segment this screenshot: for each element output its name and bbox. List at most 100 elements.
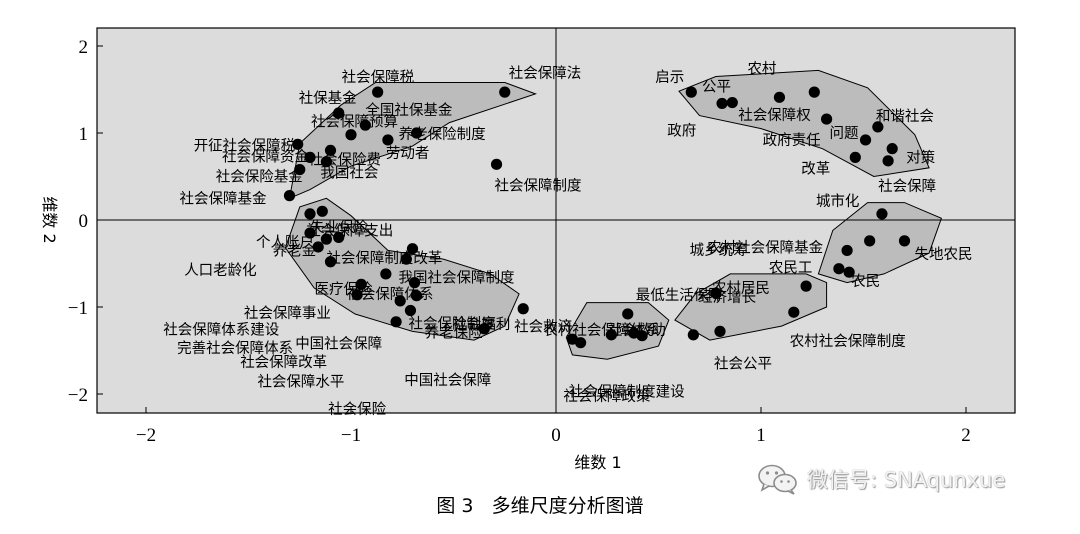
- data-point: [382, 134, 394, 146]
- point-label: 社会保障改革: [240, 353, 327, 371]
- data-point: [408, 277, 421, 289]
- y-tick-label: −2: [68, 385, 88, 406]
- point-label: 社会保障基金: [180, 190, 267, 208]
- data-point: [333, 231, 345, 243]
- point-label: 最低生活保障: [636, 286, 723, 304]
- data-point: [636, 330, 648, 342]
- axes: −2 −1 0 1 2 2 1 0 −1 −2: [68, 28, 1015, 446]
- x-tick-label: 1: [756, 425, 766, 446]
- point-label: 农村社会保障基金: [707, 238, 823, 256]
- data-point: [304, 151, 316, 163]
- data-point: [859, 134, 872, 146]
- data-point: [886, 143, 898, 155]
- data-point: [714, 325, 726, 337]
- point-label: 启示: [655, 69, 684, 86]
- point-label: 城乡统筹: [690, 242, 748, 259]
- point-label: 失业保险: [310, 219, 368, 236]
- point-label: 社会公平: [714, 355, 772, 372]
- point-label: 失地农民: [915, 246, 973, 263]
- point-label: 经济增长: [698, 289, 756, 306]
- y-tick-label: 2: [79, 37, 89, 58]
- point-label: 完善社会保障体系: [177, 339, 293, 357]
- data-point: [380, 268, 392, 280]
- point-label: 社保基金: [299, 90, 357, 107]
- point-label: 个人账户: [256, 234, 314, 251]
- point-label: 问题: [830, 125, 859, 142]
- figure-number: 图 3: [436, 495, 474, 517]
- data-point: [333, 107, 345, 119]
- point-label: 政府: [667, 123, 696, 140]
- data-point: [359, 119, 371, 131]
- point-label: 我国社会: [320, 165, 378, 182]
- data-point: [345, 129, 357, 141]
- x-tick-label: −2: [136, 425, 156, 446]
- point-label: 养老金: [273, 242, 317, 259]
- data-point: [316, 205, 328, 217]
- figure-title: 多维尺度分析图谱: [491, 495, 644, 517]
- data-point: [304, 227, 316, 239]
- x-tick-label: −1: [341, 425, 361, 446]
- data-point: [400, 253, 412, 265]
- point-label: 社会保障资金: [222, 147, 309, 165]
- data-point: [605, 329, 617, 341]
- data-point: [404, 304, 417, 317]
- point-label: 社会保障: [878, 177, 936, 195]
- data-point: [517, 303, 529, 315]
- point-label: 社会保障事业: [244, 304, 331, 322]
- point-label: 和谐社会: [876, 108, 934, 125]
- point-label: 医疗保险: [315, 281, 373, 298]
- data-point: [685, 86, 697, 98]
- data-point: [843, 266, 855, 278]
- point-label: 农村: [747, 60, 776, 77]
- y-tick-label: 0: [79, 211, 89, 232]
- mds-chart: −2 −1 0 1 2 2 1 0 −1 −2 社会保障税 社会保障法社保基金全国社保基金社会保障预…: [40, 27, 1016, 472]
- data-point: [372, 86, 384, 98]
- data-point: [411, 127, 423, 139]
- cluster-region: [565, 302, 670, 360]
- data-point: [490, 158, 503, 170]
- data-point: [390, 316, 402, 328]
- data-point: [394, 295, 406, 307]
- point-label: 社会保险制度: [409, 316, 496, 333]
- point-label: 社会保障权: [738, 106, 811, 124]
- y-tick-label: 1: [79, 124, 89, 145]
- data-point: [726, 96, 738, 109]
- point-label: 社会保险费: [309, 151, 382, 168]
- x-axis-title: 维数 1: [574, 453, 621, 472]
- point-label: 社会救助: [608, 322, 666, 339]
- point-label: 农村社会保障体系: [543, 321, 659, 339]
- data-point: [294, 163, 306, 176]
- point-label: 中国社会保障: [404, 371, 491, 389]
- data-point: [687, 329, 699, 341]
- point-label: 对策: [906, 150, 935, 167]
- data-point: [800, 280, 812, 292]
- point-label: 劳动者: [386, 145, 430, 162]
- point-label: 农村社会保障制度: [790, 332, 906, 350]
- point-label: 社会保险基金: [216, 169, 303, 186]
- point-label: 社会福利: [452, 316, 510, 333]
- x-tick-label: 0: [551, 425, 561, 446]
- point-labels: 社会保障税 社会保障法社保基金全国社保基金社会保障预算养老保险制度开征社会保障税劳…: [163, 60, 972, 417]
- point-label: 社会保障水平: [257, 372, 344, 390]
- point-label: 社会保障体系建设: [163, 320, 279, 338]
- data-point: [833, 263, 845, 275]
- data-point: [898, 235, 911, 247]
- data-point: [864, 235, 876, 247]
- point-label: 改革: [801, 160, 830, 177]
- point-label: 公平: [702, 79, 731, 95]
- x-tick-label: 2: [961, 425, 971, 446]
- cluster-region: [284, 197, 520, 341]
- data-point: [622, 308, 634, 320]
- point-label: 社会保障政策: [563, 387, 650, 405]
- watermark-text: 微信号: SNAqunxue: [807, 468, 1006, 492]
- point-label: 社会保障预算: [311, 113, 398, 131]
- point-label: 社会保障支出: [306, 221, 393, 239]
- data-point: [312, 241, 324, 253]
- point-label: 政府责任: [763, 132, 821, 149]
- point-label: 养老保险制度: [399, 126, 486, 143]
- data-point: [821, 113, 833, 125]
- data-point: [808, 86, 820, 98]
- point-label: 人口老龄化: [184, 262, 257, 279]
- data-point: [773, 91, 786, 103]
- data-point: [351, 289, 363, 301]
